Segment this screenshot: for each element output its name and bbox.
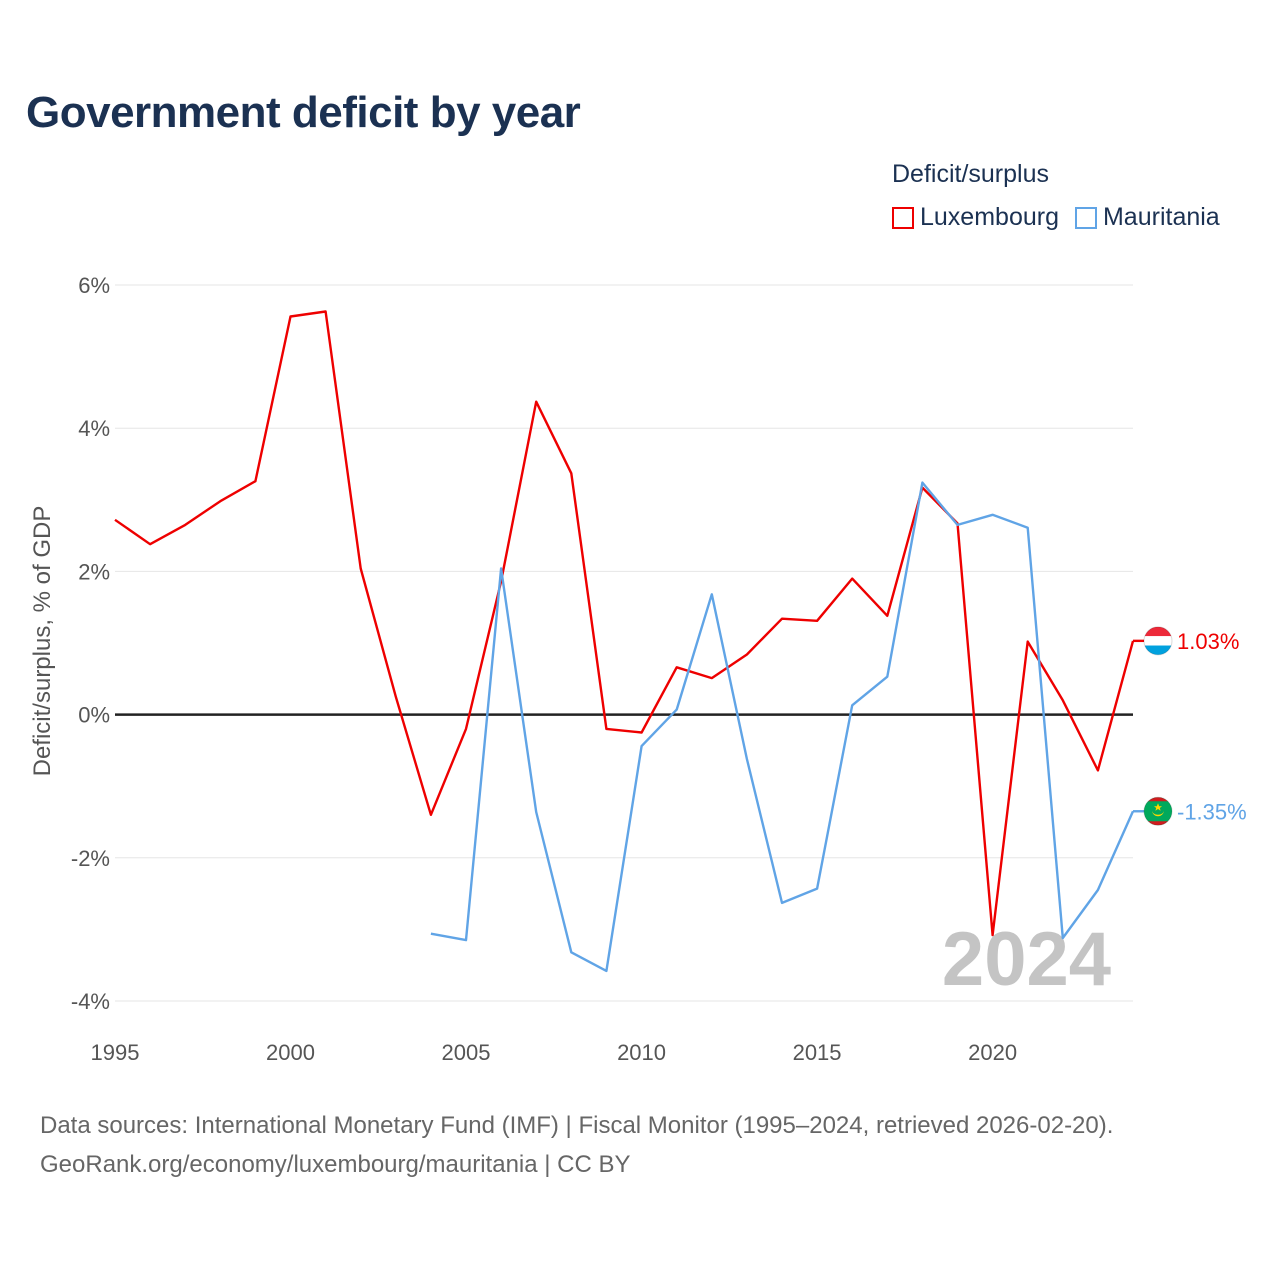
y-tick-label: 2% <box>78 559 110 584</box>
x-tick-label: 2005 <box>442 1040 491 1065</box>
legend-title: Deficit/surplus <box>892 160 1049 188</box>
x-tick-label: 2020 <box>968 1040 1017 1065</box>
y-tick-label: -2% <box>71 846 110 871</box>
mauritania-flag-icon <box>1144 797 1172 826</box>
legend-label-mauritania: Mauritania <box>1102 203 1220 231</box>
y-tick-label: -4% <box>71 989 110 1014</box>
series-line-luxembourg[interactable] <box>114 310 1135 937</box>
legend-swatch-mauritania <box>1074 206 1097 229</box>
legend-item-mauritania[interactable]: Mauritania <box>1074 203 1220 232</box>
source-text: Data sources: International Monetary Fun… <box>40 1112 1114 1139</box>
y-tick-label: 0% <box>78 703 110 728</box>
luxembourg-flag-icon <box>1144 626 1172 655</box>
end-labels: 1.03% -1.35% <box>1133 626 1247 826</box>
chart-title: Government deficit by year <box>26 88 581 137</box>
grid <box>115 284 1133 1002</box>
x-tick-label: 1995 <box>91 1040 140 1065</box>
end-value-label-mauritania: -1.35% <box>1177 799 1247 824</box>
x-tick-label: 2010 <box>617 1040 666 1065</box>
y-tick-label: 6% <box>78 273 110 298</box>
legend-swatch-luxembourg <box>892 206 914 229</box>
source-note: Data sources: International Monetary Fun… <box>40 1106 1113 1184</box>
year-watermark: 2024 <box>942 917 1111 1002</box>
axis-ticks: -4% -2% 0% 2% 4% 6% 1995 2000 2005 2010 2015 2020 <box>71 273 1017 1065</box>
legend: Deficit/surplus Luxembourg Mauritania <box>892 160 1220 232</box>
series <box>114 310 1135 973</box>
legend-label-luxembourg: Luxembourg <box>920 203 1059 231</box>
x-tick-label: 2015 <box>793 1040 842 1065</box>
end-value-label-luxembourg: 1.03% <box>1177 629 1239 654</box>
y-tick-label: 4% <box>78 416 110 441</box>
credit-link[interactable]: GeoRank.org/economy/luxembourg/mauritani… <box>40 1151 631 1178</box>
y-axis-label: Deficit/surplus, % of GDP <box>29 506 56 777</box>
legend-item-luxembourg[interactable]: Luxembourg <box>892 203 1059 232</box>
series-line-mauritania[interactable] <box>430 481 1135 973</box>
x-tick-label: 2000 <box>266 1040 315 1065</box>
